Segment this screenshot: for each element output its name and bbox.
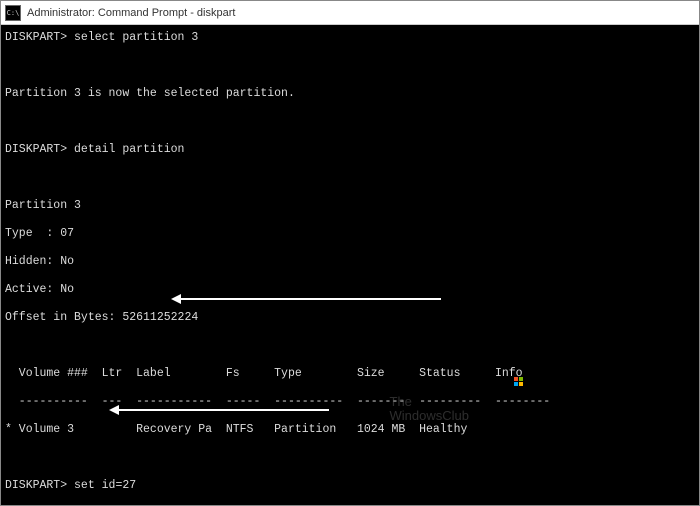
cmd-select: select partition 3 — [74, 31, 198, 44]
cmd-window: C:\ Administrator: Command Prompt - disk… — [0, 0, 700, 506]
detail1-type-label: Type : — [5, 227, 53, 240]
detail1-partition: Partition 3 — [5, 199, 695, 213]
detail1-active-value: No — [60, 283, 74, 296]
detail1-active-label: Active: — [5, 283, 53, 296]
cmd-setid: set id=27 — [74, 479, 136, 492]
prompt: DISKPART> — [5, 479, 67, 492]
detail1-offset-label: Offset in Bytes: — [5, 311, 115, 324]
window-title: Administrator: Command Prompt - diskpart — [27, 7, 235, 19]
detail1-type-value: 07 — [60, 227, 74, 240]
cmd-detail1: detail partition — [74, 143, 184, 156]
table-header-row: Volume ### Ltr Label Fs Type Size Status… — [5, 367, 695, 381]
table-row: * Volume 3 Recovery Pa NTFS Partition 10… — [5, 423, 695, 437]
annotation-arrow — [119, 409, 329, 411]
detail1-hidden-label: Hidden: — [5, 255, 53, 268]
titlebar[interactable]: C:\ Administrator: Command Prompt - disk… — [1, 1, 699, 25]
resp-select: Partition 3 is now the selected partitio… — [5, 87, 695, 101]
prompt: DISKPART> — [5, 143, 67, 156]
detail1-hidden-value: No — [60, 255, 74, 268]
detail1-offset-value: 52611252224 — [122, 311, 198, 324]
prompt: DISKPART> — [5, 31, 67, 44]
cmd-icon: C:\ — [5, 5, 21, 21]
annotation-arrow — [181, 298, 441, 300]
terminal-body[interactable]: DISKPART> select partition 3 Partition 3… — [1, 25, 699, 505]
